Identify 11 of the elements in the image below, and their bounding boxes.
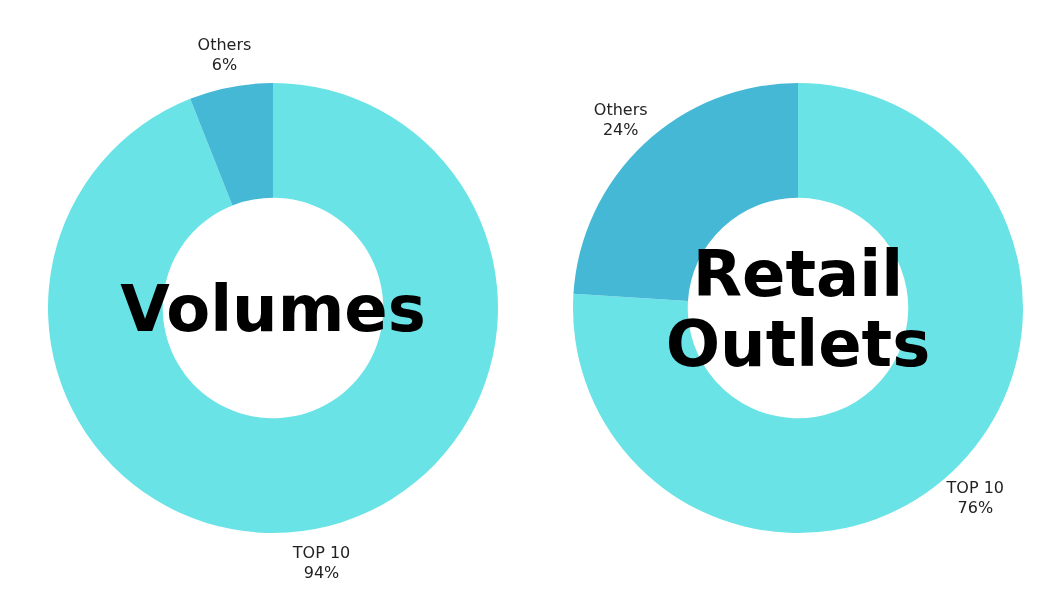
slice-label: Others	[197, 34, 252, 54]
donut-slice	[573, 83, 1023, 533]
data-label: 6%	[211, 54, 238, 74]
donut-slice	[48, 83, 498, 533]
slice-label: TOP 10	[291, 543, 351, 563]
slice-label: Others	[593, 100, 648, 120]
donut-slice	[190, 83, 273, 206]
slice-label: TOP 10	[945, 477, 1005, 497]
data-label: 24%	[602, 120, 639, 140]
data-label: 76%	[957, 497, 994, 517]
data-label: 94%	[303, 563, 340, 583]
